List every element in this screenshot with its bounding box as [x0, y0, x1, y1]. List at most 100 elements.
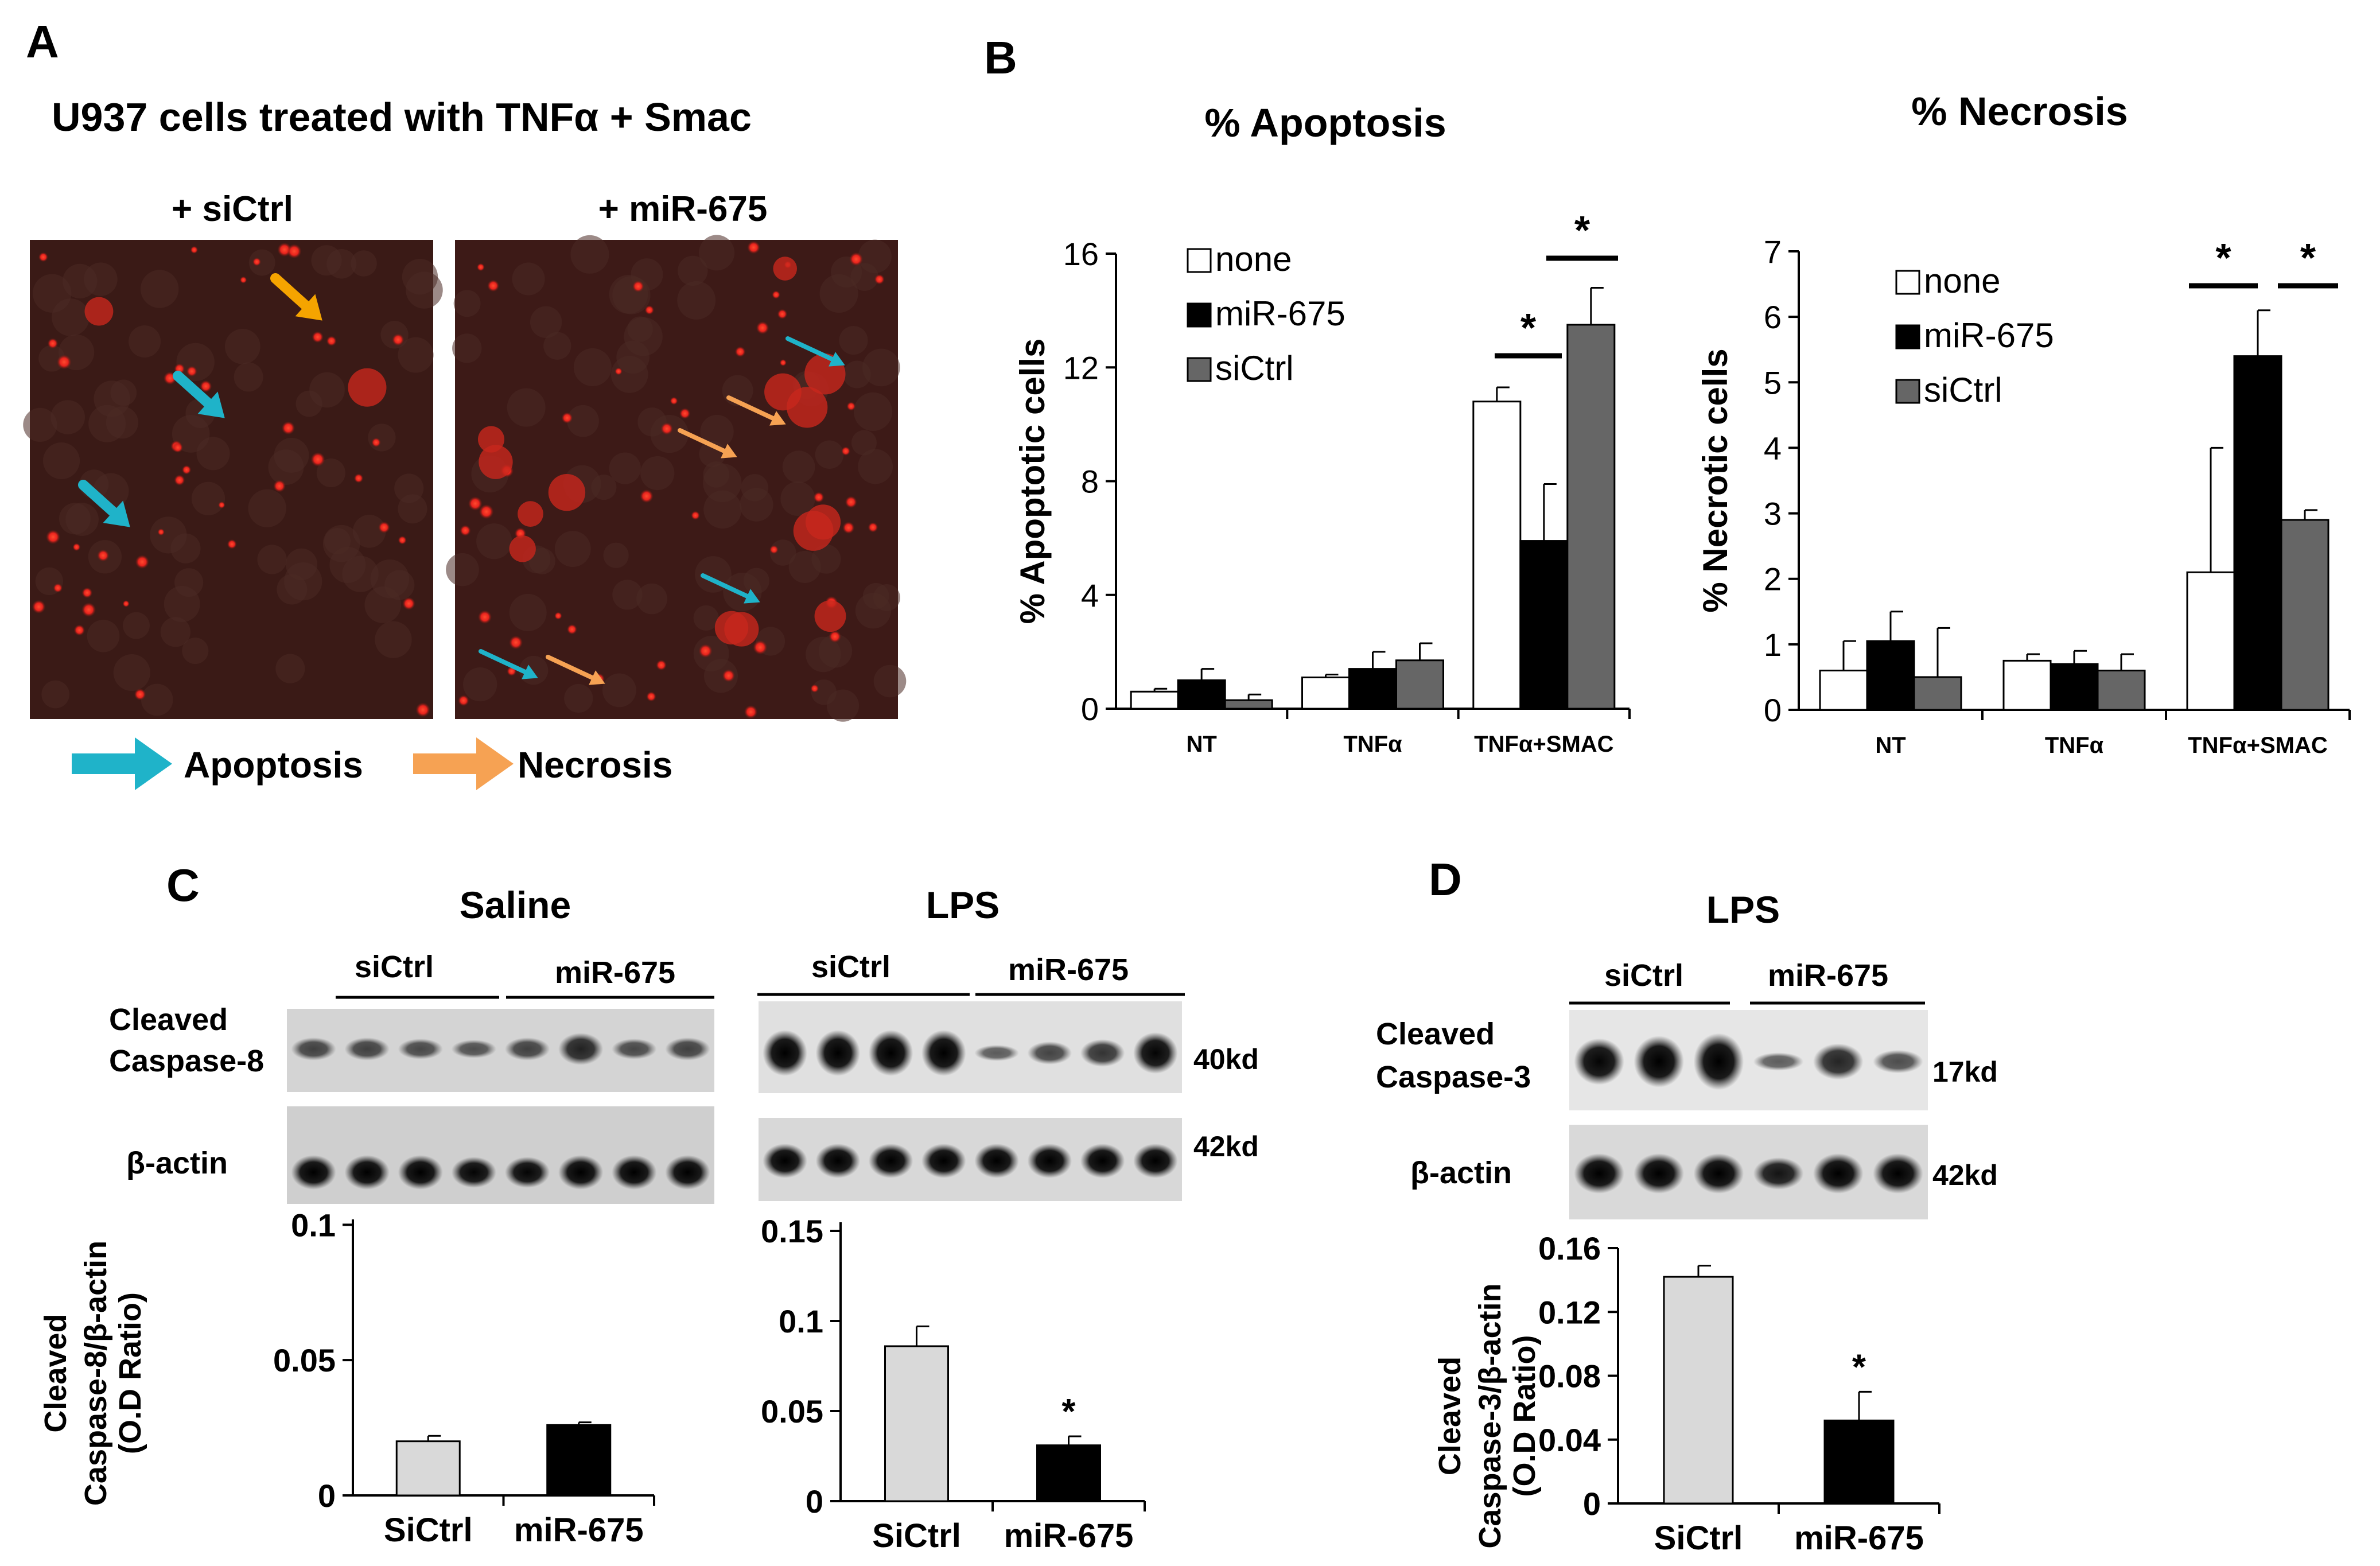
panel-label-c: C: [166, 860, 200, 911]
cell-background: [285, 548, 318, 581]
cell-background: [858, 449, 893, 484]
apoptotic-cell: [670, 397, 678, 405]
cell-background: [309, 372, 345, 408]
apoptotic-cell: [756, 321, 769, 335]
bar: [1519, 540, 1569, 710]
cell-background: [342, 555, 379, 592]
blot-band: [398, 1155, 443, 1190]
blot-band: [921, 1030, 966, 1076]
cell-background: [609, 452, 641, 484]
apoptotic-cell: [173, 442, 183, 453]
blot-strip: [1569, 1010, 1928, 1110]
blot-c-images: [287, 1001, 1182, 1204]
blot-c-lps-group1-label: siCtrl: [811, 950, 890, 984]
apoptotic-cell: [218, 501, 225, 509]
cell-background: [640, 456, 675, 491]
cell-background: [780, 481, 815, 516]
apoptotic-cell: [398, 535, 407, 545]
blot-band: [1574, 1038, 1624, 1085]
necrotic-cell: [84, 297, 114, 326]
blot-band: [1634, 1036, 1684, 1087]
apoptotic-cell: [240, 276, 247, 283]
cell-background: [693, 605, 719, 631]
panel-a-legend: Apoptosis Necrosis: [72, 737, 672, 790]
cell-background: [398, 337, 434, 373]
legend-swatch: [1187, 248, 1212, 273]
y-tick-label: 4: [1081, 577, 1099, 613]
apoptotic-cell: [227, 539, 237, 549]
y-tick-label: 0.15: [761, 1213, 823, 1249]
cell-background: [174, 568, 204, 597]
apoptotic-cell: [476, 263, 485, 271]
cell-background: [815, 440, 844, 469]
apoptotic-cell: [312, 331, 324, 343]
category-label: miR-675: [1794, 1520, 1924, 1557]
bar: [884, 1345, 949, 1502]
cell-background: [677, 281, 716, 320]
blot-band: [344, 1155, 390, 1190]
blot-d-mw2: 42kd: [1932, 1159, 1998, 1191]
cell-background: [543, 332, 571, 360]
legend-label: siCtrl: [1924, 371, 2002, 409]
blot-d-protein1-line1: Cleaved: [1376, 1017, 1495, 1051]
apoptosis-arrow-icon: [479, 649, 538, 679]
cell-background: [351, 250, 377, 277]
bar: [546, 1424, 612, 1497]
cell-background: [843, 360, 871, 388]
legend-swatch: [1895, 379, 1920, 404]
apoptotic-cell: [73, 624, 85, 636]
cell-background: [567, 405, 599, 437]
bar: [1036, 1444, 1101, 1502]
apoptotic-cell: [174, 475, 185, 486]
apoptotic-cell: [47, 338, 59, 349]
blot-band: [1813, 1153, 1864, 1194]
cell-background: [612, 580, 643, 610]
apoptotic-cell: [561, 412, 573, 424]
apoptotic-cell: [97, 549, 110, 562]
micrograph-sictrl: [23, 240, 443, 719]
necrotic-cell: [509, 535, 536, 562]
blot-strip: [1569, 1125, 1928, 1219]
bar: [1224, 699, 1273, 710]
apoptotic-cell: [287, 244, 302, 259]
legend-label: siCtrl: [1215, 349, 1294, 387]
bar: [1913, 676, 1962, 711]
blot-d-title: LPS: [1706, 888, 1780, 931]
blot-strip: [287, 1106, 714, 1204]
apoptotic-cell: [281, 421, 295, 435]
cell-background: [591, 475, 617, 500]
blot-band: [612, 1155, 657, 1190]
cell-background: [452, 333, 482, 363]
apoptotic-cell: [135, 555, 149, 569]
apoptotic-cell: [326, 336, 337, 347]
apoptotic-cell: [810, 684, 819, 693]
y-tick-label: 0.1: [779, 1303, 823, 1339]
cell-background: [446, 553, 479, 586]
cell-background: [170, 533, 201, 564]
necrosis-chart: % Necrosis % Necrotic cells 0 1 2 3 4 5 6 7 NT TNFα…: [1696, 89, 2351, 758]
blot-band: [1873, 1050, 1923, 1074]
cell-background: [507, 388, 546, 427]
y-tick-label: 8: [1081, 464, 1099, 500]
apoptotic-cell: [656, 659, 667, 671]
blot-d-group1-label: siCtrl: [1604, 958, 1683, 993]
cell-background: [463, 667, 497, 702]
necrotic-cell: [764, 373, 802, 411]
blot-lps-title: LPS: [926, 884, 1000, 926]
cell-background: [703, 659, 738, 693]
legend-swatch: [1187, 357, 1212, 382]
apoptotic-cell: [769, 545, 779, 554]
apoptotic-cell: [679, 407, 691, 419]
category-label: TNFα+SMAC: [1474, 732, 1613, 757]
apoptotic-cell: [134, 688, 146, 701]
blot-band: [974, 1045, 1019, 1061]
y-tick-label: 0.04: [1538, 1422, 1601, 1458]
bar: [1348, 668, 1397, 710]
bar: [1177, 679, 1226, 710]
legend-label: none: [1924, 262, 2000, 300]
apoptotic-cell: [378, 521, 390, 534]
cell-background: [182, 638, 209, 665]
y-tick-label: 0.08: [1538, 1358, 1601, 1394]
blot-band: [1753, 1052, 1804, 1071]
